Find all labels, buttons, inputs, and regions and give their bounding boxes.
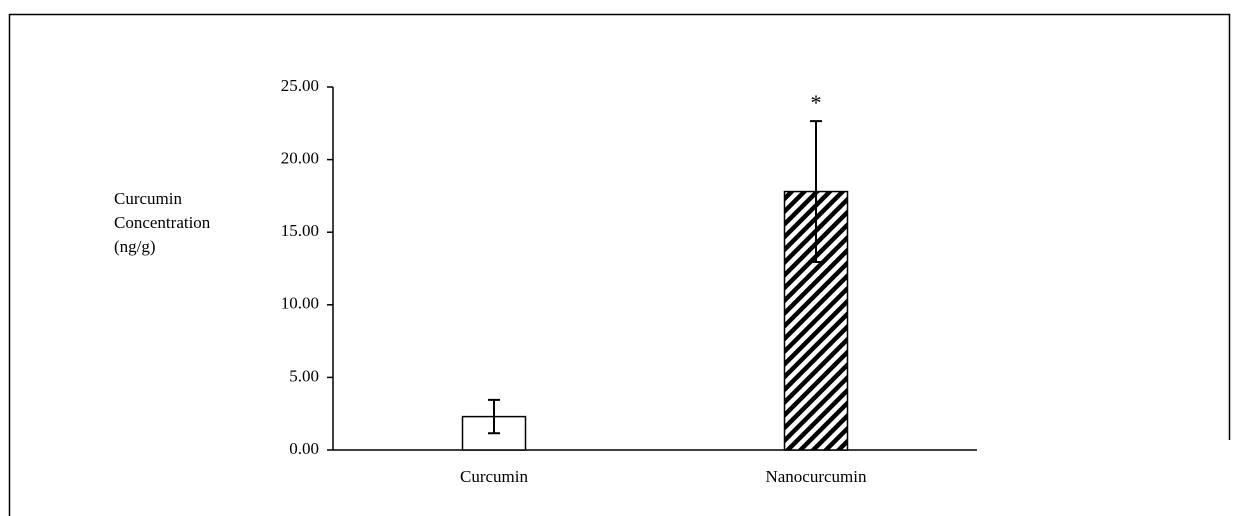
error-bar	[488, 398, 500, 435]
y-axis-label: (ng/g)	[114, 237, 156, 256]
y-tick-label: 15.00	[281, 221, 319, 240]
y-axis-label: Concentration	[114, 213, 211, 232]
y-tick-label: 0.00	[289, 439, 319, 458]
y-tick-label: 5.00	[289, 366, 319, 385]
annotation: *	[811, 90, 822, 115]
error-bar	[810, 120, 822, 263]
y-tick-label: 25.00	[281, 76, 319, 95]
x-tick-label: Nanocurcumin	[765, 467, 867, 486]
x-tick-label: Curcumin	[460, 467, 528, 486]
y-axis-label: Curcumin	[114, 189, 182, 208]
y-tick-label: 10.00	[281, 294, 319, 313]
y-tick-label: 20.00	[281, 149, 319, 168]
frame	[8, 13, 1231, 516]
